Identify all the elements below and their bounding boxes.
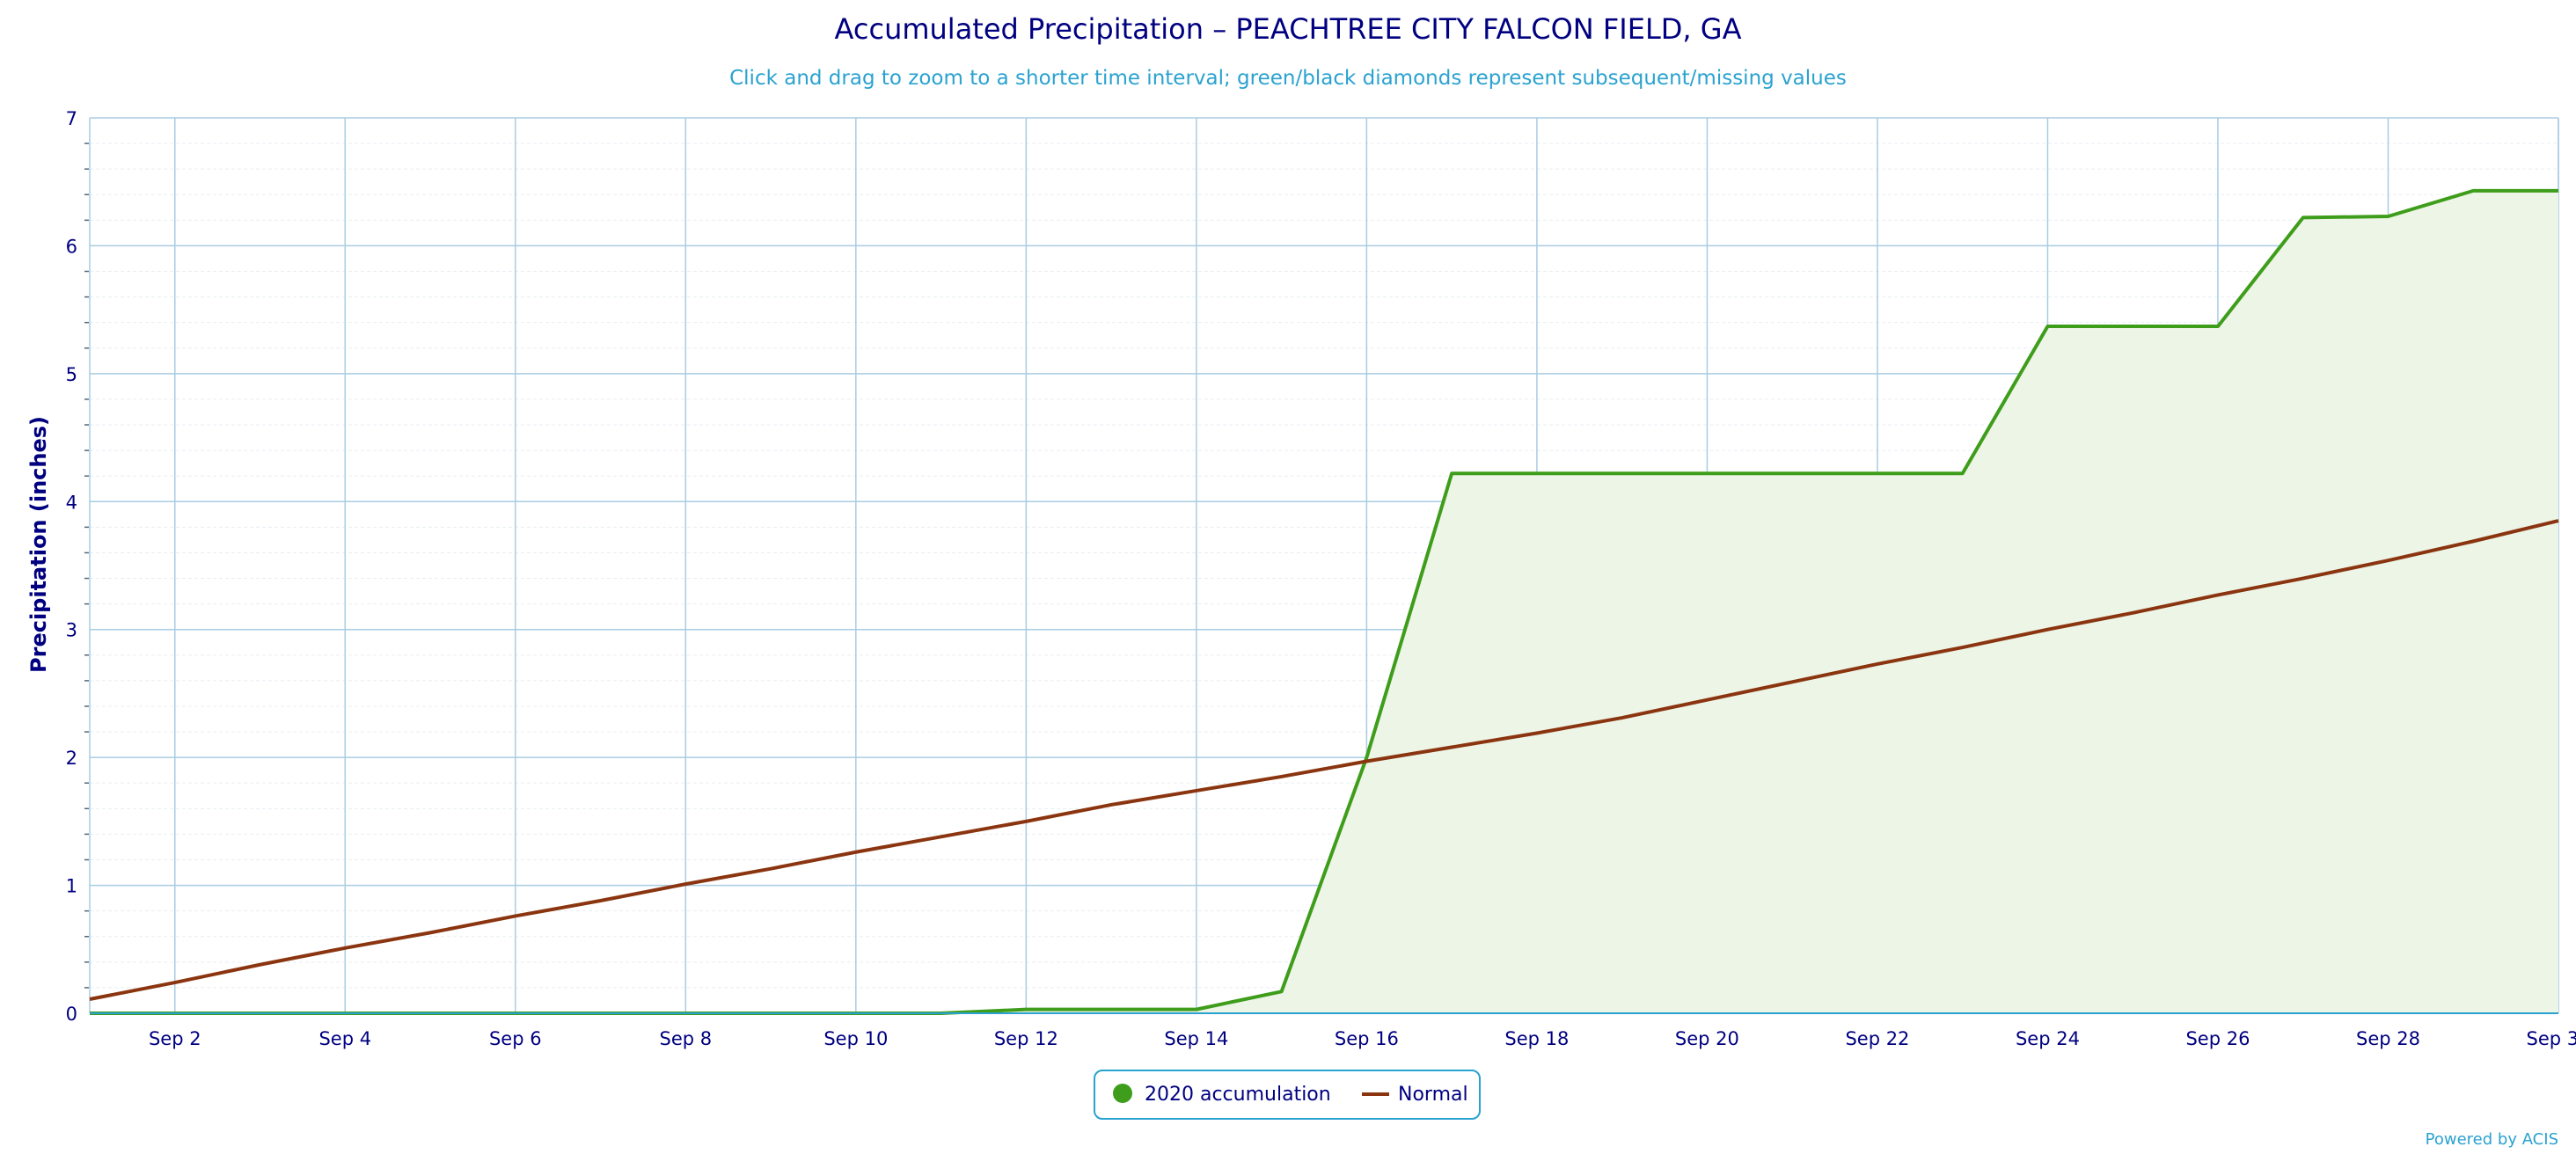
legend-box (1094, 1070, 1481, 1120)
y-tick-label: 4 (66, 492, 77, 513)
legend-label-2020-accumulation: 2020 accumulation (1145, 1084, 1331, 1106)
legend-marker-2020-accumulation (1113, 1084, 1132, 1103)
x-tick-label: Sep 16 (1335, 1028, 1399, 1049)
y-tick-label: 0 (66, 1004, 77, 1025)
x-tick-label: Sep 10 (823, 1028, 888, 1049)
y-tick-label: 2 (66, 748, 77, 769)
chart-title: Accumulated Precipitation – PEACHTREE CI… (835, 12, 1742, 46)
x-tick-label: Sep 20 (1675, 1028, 1739, 1049)
legend-label-normal: Normal (1398, 1084, 1468, 1106)
x-tick-label: Sep 14 (1164, 1028, 1228, 1049)
x-tick-label: Sep 4 (318, 1028, 371, 1049)
x-tick-label: Sep 8 (659, 1028, 712, 1049)
x-tick-label: Sep 6 (489, 1028, 542, 1049)
series-line-normal (89, 519, 2559, 1001)
x-tick-label: Sep 18 (1504, 1028, 1569, 1049)
y-tick-label: 1 (66, 876, 77, 897)
legend[interactable]: 2020 accumulation Normal (1094, 1070, 1481, 1120)
x-tick-label: Sep 2 (149, 1028, 201, 1049)
x-tick-label: Sep 26 (2185, 1028, 2250, 1049)
y-tick-label: 7 (66, 108, 77, 129)
legend-item-2020-accumulation[interactable]: 2020 accumulation (1113, 1084, 1331, 1106)
series-area-2020-accumulation (90, 190, 2558, 1013)
x-tick-label: Sep 28 (2356, 1028, 2420, 1049)
y-axis-label: Precipitation (inches) (26, 416, 51, 673)
legend-item-normal[interactable]: Normal (1362, 1084, 1468, 1106)
x-tick-label: Sep 24 (2016, 1028, 2080, 1049)
axis-layer: 0 1 2 3 4 5 6 7 Sep 2 Sep 4 Sep 6 Sep 8 Sep 10 Sep 12… (66, 108, 2576, 1049)
credit-link[interactable]: Powered by ACIS (2426, 1130, 2558, 1149)
y-tick-label: 6 (66, 236, 77, 257)
x-tick-label: Sep 12 (994, 1028, 1058, 1049)
y-tick-label: 3 (66, 620, 77, 641)
chart-subtitle: Click and drag to zoom to a shorter time… (729, 67, 1847, 90)
y-tick-label: 5 (66, 364, 77, 385)
x-tick-label: Sep 30 (2527, 1028, 2576, 1049)
x-tick-label: Sep 22 (1845, 1028, 1909, 1049)
